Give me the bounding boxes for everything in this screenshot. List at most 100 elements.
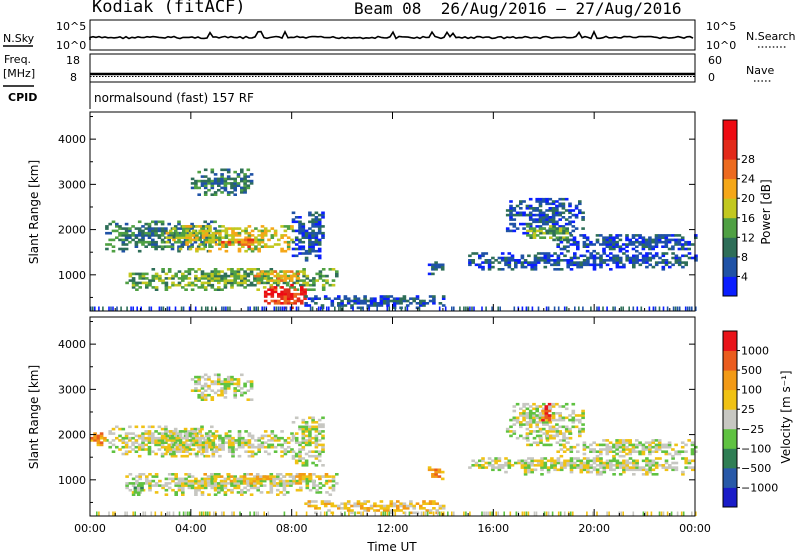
echo-cell [213, 477, 218, 481]
echo-cell [232, 477, 237, 481]
echo-cell [239, 477, 244, 481]
echo-cell [290, 439, 294, 442]
colorbar-segment [723, 467, 737, 488]
echo-cell [542, 236, 547, 239]
echo-cell [532, 229, 537, 233]
echo-cell [188, 231, 193, 235]
echo-cell [657, 443, 662, 447]
echo-cell [278, 479, 283, 483]
echo-cell [174, 473, 178, 476]
echo-cell [165, 236, 170, 239]
echo-cell [291, 457, 296, 460]
echo-cell [605, 466, 610, 469]
echo-cell [545, 423, 549, 426]
echo-cell [157, 443, 162, 447]
echo-cell [276, 274, 281, 278]
echo-cell [574, 213, 579, 217]
echo-cell [243, 491, 247, 494]
echo-cell [177, 270, 182, 273]
echo-cell [574, 414, 579, 417]
echo-cell [133, 486, 138, 490]
echo-cell [664, 459, 669, 463]
echo-cell [551, 213, 556, 217]
echo-cell [144, 443, 148, 447]
echo-cell [572, 238, 577, 242]
echo-cell [453, 306, 455, 311]
echo-cell [538, 225, 543, 228]
echo-cell [115, 436, 119, 440]
echo-cell [681, 265, 685, 269]
echo-cell [434, 265, 438, 269]
echo-cell [182, 225, 186, 228]
echo-cell [210, 274, 215, 278]
echo-cell [167, 222, 171, 226]
echo-cell [178, 247, 183, 251]
echo-cell [321, 286, 326, 289]
echo-cell [638, 243, 642, 246]
echo-cell [538, 204, 543, 208]
echo-cell [556, 468, 561, 472]
echo-cell [175, 234, 180, 237]
echo-cell [561, 197, 566, 201]
echo-cell [382, 511, 384, 516]
echo-cell [243, 177, 247, 181]
echo-cell [608, 441, 613, 444]
echo-cell [645, 254, 649, 258]
echo-cell [599, 261, 603, 264]
echo-cell [213, 270, 218, 273]
echo-cell [286, 245, 291, 248]
echo-cell [552, 231, 556, 235]
time-axis-label: Time UT [366, 540, 417, 554]
echo-cell [164, 229, 168, 233]
echo-cell [550, 457, 554, 460]
echo-cell [283, 249, 288, 253]
echo-cell [612, 236, 616, 239]
echo-cell [509, 418, 513, 422]
echo-cell [282, 475, 286, 478]
echo-cell [218, 231, 222, 235]
echo-cell [144, 436, 148, 440]
echo-cell [405, 504, 410, 508]
echo-cell [318, 477, 322, 481]
echo-cell [515, 402, 520, 406]
echo-cell [308, 425, 312, 429]
echo-cell [564, 425, 569, 429]
echo-cell [625, 249, 629, 253]
echo-cell [507, 464, 512, 467]
echo-cell [568, 220, 572, 224]
colorbar-segment [723, 217, 737, 238]
echo-cell [173, 427, 178, 431]
echo-cell [684, 466, 688, 469]
echo-cell [544, 409, 549, 413]
echo-cell [154, 231, 158, 235]
echo-cell [175, 450, 180, 453]
echo-cell [520, 461, 525, 465]
echo-cell [154, 443, 158, 447]
echo-cell [605, 240, 610, 244]
echo-cell [337, 297, 341, 300]
echo-cell [540, 459, 544, 463]
echo-cell [434, 468, 438, 472]
echo-cell [525, 416, 530, 420]
echo-cell [558, 218, 562, 221]
echo-cell [247, 439, 252, 442]
echo-cell [246, 279, 251, 282]
echo-cell [645, 265, 649, 269]
echo-cell [535, 434, 540, 438]
echo-cell [548, 427, 553, 431]
echo-cell [548, 202, 553, 206]
echo-cell [481, 466, 485, 469]
echo-cell [266, 274, 270, 278]
echo-cell [581, 414, 585, 417]
echo-cell [308, 475, 312, 478]
echo-cell [301, 425, 306, 429]
echo-cell [221, 240, 225, 244]
echo-cell [236, 482, 241, 485]
echo-cell [595, 468, 600, 472]
echo-cell [226, 488, 231, 492]
echo-cell [678, 306, 681, 311]
echo-cell [324, 475, 329, 478]
echo-cell [651, 464, 656, 467]
echo-cell [144, 227, 148, 230]
echo-cell [599, 243, 603, 246]
